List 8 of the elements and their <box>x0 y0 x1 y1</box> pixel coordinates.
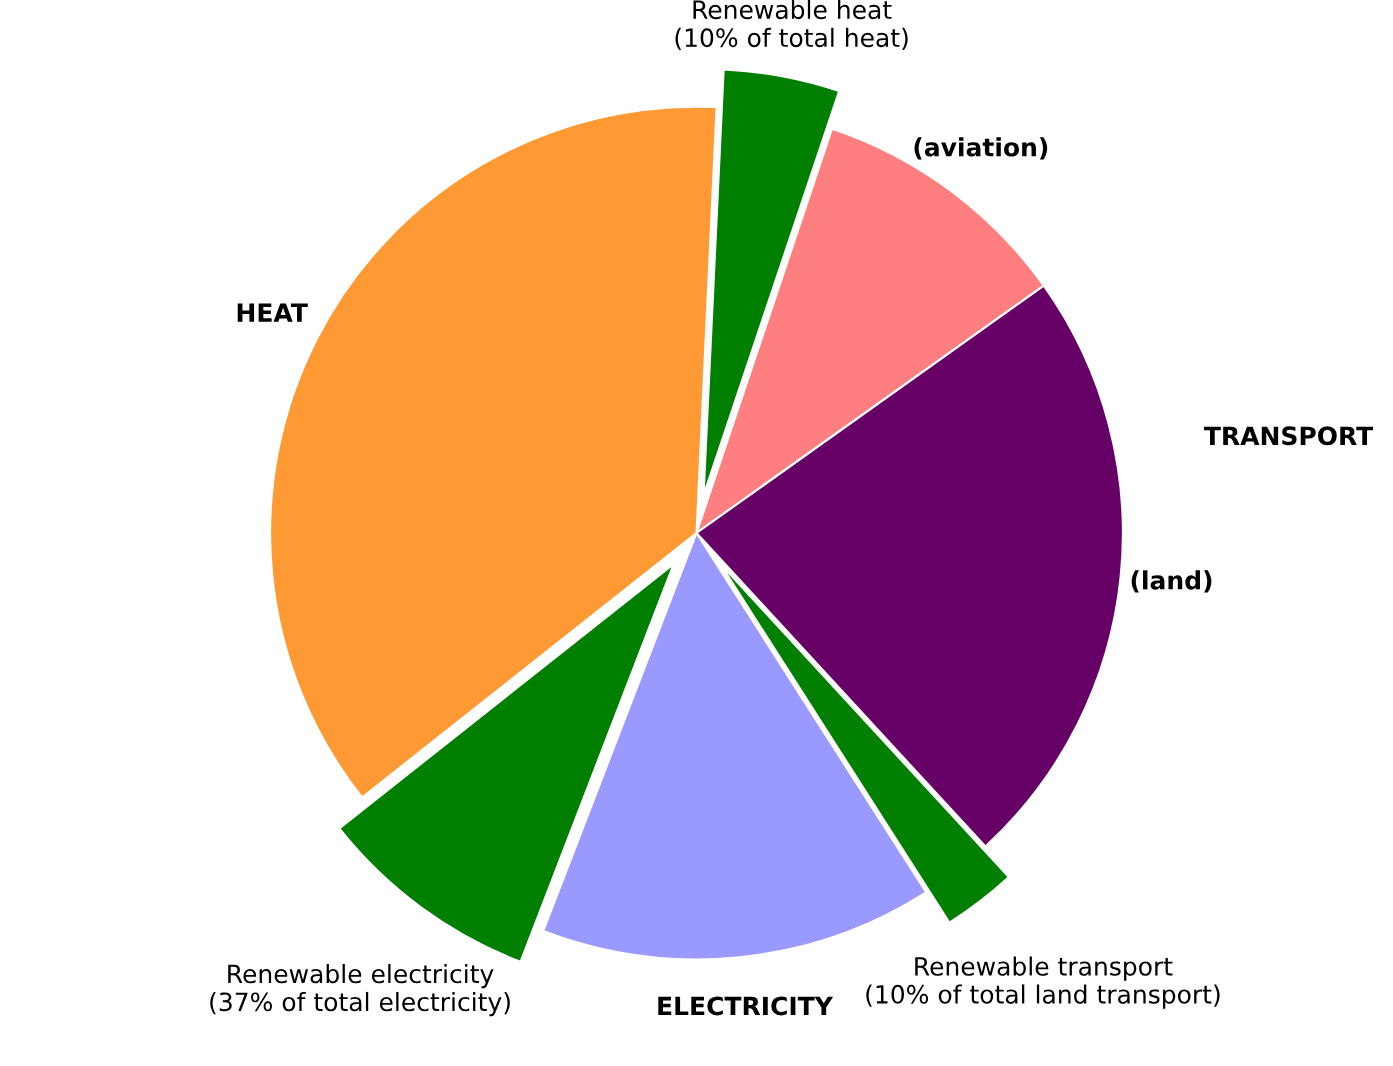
slice-label: ELECTRICITY <box>658 996 834 1016</box>
slice-label: (aviation) <box>914 137 1048 160</box>
slice-label: (land) <box>1131 570 1212 593</box>
slice-label: Renewable heat (10% of total heat) <box>675 0 908 51</box>
slice-label: HEAT <box>237 303 308 322</box>
slice-label: Renewable electricity (37% of total electricity) <box>210 963 510 1017</box>
slice-label: Renewable transport (10% of total land transport) <box>866 956 1220 1009</box>
text: TRANSPORT <box>1203 426 1374 446</box>
